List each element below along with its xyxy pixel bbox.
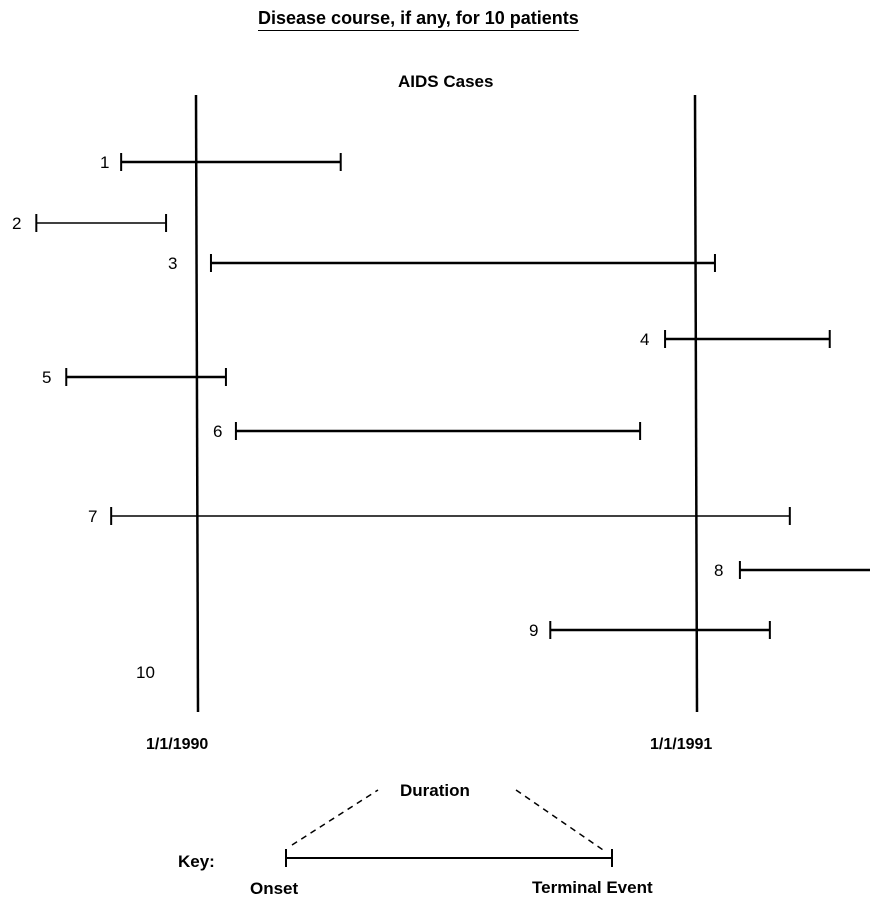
patient-label: 6 — [213, 422, 222, 441]
reference-line-2 — [693, 94, 699, 713]
patient-row-9: 9 — [529, 621, 771, 640]
key-terminal-label: Terminal Event — [532, 878, 653, 897]
key-legend: Key: Duration Onset Terminal Event — [178, 781, 653, 898]
key-label: Key: — [178, 852, 215, 871]
patient-row-10: 10 — [136, 663, 155, 682]
patient-row-6: 6 — [213, 422, 642, 441]
key-left-dash — [291, 789, 379, 846]
reference-lines — [194, 94, 699, 713]
patient-row-4: 4 — [640, 330, 831, 349]
key-right-dash — [515, 789, 607, 853]
patient-label: 4 — [640, 330, 649, 349]
patient-label: 2 — [12, 214, 21, 233]
page-title: Disease course, if any, for 10 patients — [258, 8, 579, 28]
patient-row-8: 8 — [714, 561, 870, 580]
patient-row-7: 7 — [88, 507, 791, 526]
patient-label: 10 — [136, 663, 155, 682]
patient-bars: 1 2 3 4 5 6 7 8 9 10 — [12, 153, 870, 682]
key-onset-label: Onset — [250, 879, 299, 898]
reference-date-labels: 1/1/1990 1/1/1991 — [146, 736, 712, 753]
patient-row-5: 5 — [42, 368, 227, 387]
patient-label: 1 — [100, 153, 109, 172]
reference-date-label: 1/1/1990 — [146, 736, 208, 753]
patient-label: 8 — [714, 561, 723, 580]
reference-line-1 — [194, 94, 200, 713]
patient-label: 3 — [168, 254, 177, 273]
patient-label: 5 — [42, 368, 51, 387]
key-duration-label: Duration — [400, 781, 470, 800]
reference-date-label: 1/1/1991 — [650, 736, 712, 753]
patient-row-1: 1 — [100, 153, 342, 172]
patient-label: 7 — [88, 507, 97, 526]
patient-row-2: 2 — [12, 214, 168, 233]
patient-row-3: 3 — [168, 254, 716, 273]
chart-subtitle: AIDS Cases — [398, 72, 494, 91]
patient-label: 9 — [529, 621, 538, 640]
